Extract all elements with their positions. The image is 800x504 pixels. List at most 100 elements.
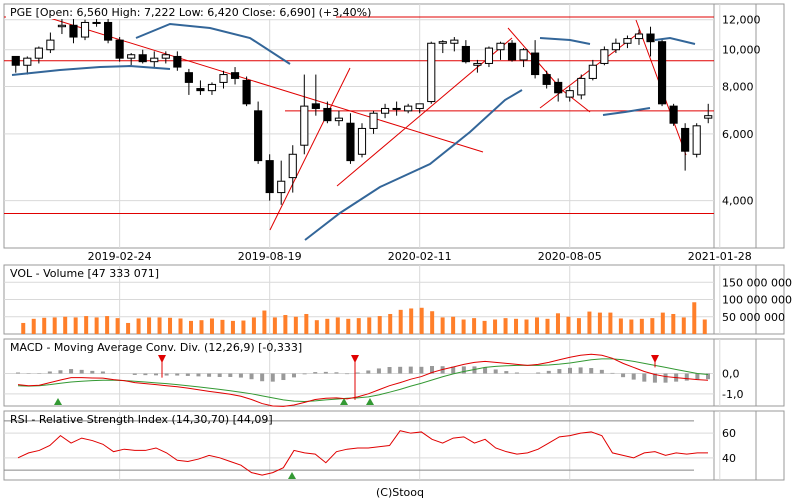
candle-body	[520, 50, 527, 60]
volume-bar	[126, 323, 130, 334]
volume-bar	[535, 317, 539, 334]
candle-body	[705, 116, 712, 118]
macd-hist-bar	[685, 374, 689, 381]
volume-bar	[189, 321, 193, 334]
candle-body	[128, 55, 135, 58]
candle-body	[474, 63, 481, 65]
volume-bar	[388, 314, 392, 334]
x-tick-label: 2020-02-11	[388, 250, 452, 263]
macd-hist-bar	[600, 370, 604, 374]
candle-body	[358, 128, 365, 154]
candle-body	[243, 80, 250, 103]
candle-body	[162, 55, 169, 58]
x-tick-label: 2021-01-28	[688, 250, 752, 263]
volume-bar	[409, 308, 413, 334]
macd-hist-bar	[462, 366, 466, 373]
volume-bar	[84, 316, 88, 334]
macd-hist-bar	[356, 373, 360, 374]
volume-bar	[703, 320, 707, 334]
candle-body	[670, 106, 677, 123]
macd-hist-bar	[207, 374, 211, 377]
candle-body	[589, 65, 596, 78]
candle-body	[24, 58, 31, 65]
candle-body	[324, 108, 331, 120]
axis-frame-extra-0	[756, 4, 784, 248]
macd-hist-bar	[695, 374, 699, 380]
volume-bar	[682, 317, 686, 334]
macd-hist-bar	[175, 374, 179, 376]
macd-hist-bar	[610, 373, 614, 374]
rsi-title: RSI - Relative Strength Index (14,30,70)…	[10, 413, 273, 426]
volume-bar	[619, 318, 623, 334]
volume-bar	[545, 319, 549, 334]
macd-hist-bar	[228, 374, 232, 377]
candle-body	[151, 58, 158, 62]
volume-bar	[525, 320, 529, 334]
y-tick-label: 4,000	[722, 195, 754, 208]
macd-hist-bar	[579, 367, 583, 373]
volume-bar	[671, 314, 675, 334]
volume-bar	[95, 317, 99, 334]
macd-hist-bar	[90, 371, 94, 374]
candle-body	[497, 43, 504, 49]
y-tick-label: 40	[722, 452, 736, 465]
volume-bar	[105, 316, 109, 334]
macd-hist-bar	[48, 371, 52, 373]
volume-bar	[514, 319, 518, 334]
volume-bar	[587, 312, 591, 334]
volume-bar	[357, 318, 361, 334]
macd-hist-bar	[494, 369, 498, 373]
macd-hist-bar	[409, 367, 413, 374]
candle-body	[81, 22, 88, 37]
macd-hist-bar	[101, 371, 105, 373]
volume-bar	[273, 317, 277, 334]
x-tick-label: 2020-08-05	[538, 250, 602, 263]
candle-body	[485, 48, 492, 63]
macd-hist-bar	[112, 373, 116, 374]
volume-bar	[53, 317, 57, 334]
volume-bar	[252, 317, 256, 334]
macd-hist-bar	[133, 374, 137, 375]
macd-hist-bar	[377, 368, 381, 373]
candle-body	[347, 123, 354, 160]
volume-bar	[199, 320, 203, 334]
volume-bar	[566, 317, 570, 334]
candle-body	[312, 104, 319, 109]
candle-body	[405, 106, 412, 111]
footer-credit: (C)Stooq	[376, 486, 424, 499]
volume-bar	[137, 318, 141, 334]
macd-hist-bar	[143, 374, 147, 376]
candle-body	[658, 42, 665, 104]
macd-hist-bar	[334, 372, 338, 373]
y-tick-label: 12,000	[722, 14, 761, 27]
volume-bar	[451, 317, 455, 334]
candle-body	[693, 126, 700, 154]
axis-frame-extra-2	[756, 339, 784, 406]
y-tick-label: 100 000 000	[722, 294, 792, 307]
volume-bar	[462, 320, 466, 334]
volume-bar	[661, 313, 665, 334]
macd-hist-bar	[250, 374, 254, 380]
volume-bar	[556, 313, 560, 334]
volume-bar	[692, 302, 696, 334]
volume-bar	[346, 319, 350, 334]
candle-body	[578, 78, 585, 94]
volume-bar	[629, 320, 633, 334]
y-tick-label: 60	[722, 427, 736, 440]
volume-bar	[262, 311, 266, 334]
macd-hist-bar	[547, 371, 551, 374]
candle-body	[335, 118, 342, 121]
macd-hist-bar	[621, 374, 625, 378]
macd-hist-bar	[568, 368, 572, 374]
macd-hist-bar	[632, 374, 636, 380]
candle-body	[393, 108, 400, 109]
macd-hist-bar	[313, 372, 317, 373]
volume-bar	[283, 315, 287, 334]
candle-body	[12, 56, 19, 65]
macd-hist-bar	[515, 373, 519, 374]
y-tick-label: 6,000	[722, 128, 754, 141]
macd-title: MACD - Moving Average Conv. Div. (12,26,…	[10, 341, 302, 354]
candle-body	[116, 40, 123, 58]
volume-bar	[158, 317, 162, 334]
candle-body	[635, 34, 642, 39]
